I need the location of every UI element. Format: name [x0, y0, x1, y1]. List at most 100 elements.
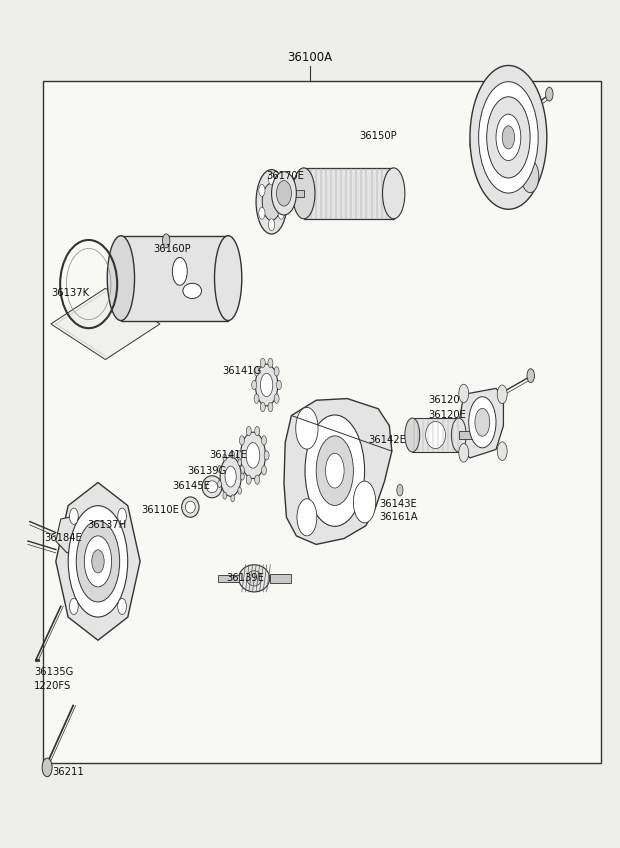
Ellipse shape: [502, 126, 515, 149]
Ellipse shape: [172, 258, 187, 285]
Ellipse shape: [277, 381, 281, 389]
Bar: [218, 575, 239, 582]
Ellipse shape: [246, 475, 251, 484]
Ellipse shape: [475, 409, 490, 436]
Ellipse shape: [260, 359, 265, 367]
Ellipse shape: [202, 476, 222, 498]
Ellipse shape: [278, 184, 285, 197]
Polygon shape: [470, 117, 485, 157]
Ellipse shape: [297, 499, 317, 536]
Text: 36120: 36120: [428, 395, 459, 405]
Ellipse shape: [239, 436, 244, 445]
Ellipse shape: [241, 473, 244, 480]
Ellipse shape: [527, 369, 534, 382]
Ellipse shape: [326, 453, 344, 488]
Ellipse shape: [183, 283, 202, 298]
Text: 36211: 36211: [53, 767, 84, 777]
Polygon shape: [56, 516, 82, 553]
Ellipse shape: [206, 481, 218, 493]
Ellipse shape: [497, 442, 507, 460]
Ellipse shape: [479, 81, 538, 193]
Text: 36161A: 36161A: [379, 512, 418, 522]
Ellipse shape: [268, 173, 275, 185]
Ellipse shape: [254, 366, 259, 376]
Bar: [43, 81, 601, 763]
Ellipse shape: [316, 436, 353, 505]
Ellipse shape: [255, 475, 260, 484]
Polygon shape: [518, 148, 539, 173]
Ellipse shape: [238, 459, 242, 466]
Bar: [278, 190, 304, 197]
Text: 36135G: 36135G: [34, 667, 74, 677]
Ellipse shape: [255, 364, 278, 406]
Text: 36184E: 36184E: [45, 533, 82, 544]
Ellipse shape: [268, 403, 273, 411]
Ellipse shape: [241, 432, 265, 478]
Ellipse shape: [487, 97, 530, 178]
Ellipse shape: [496, 114, 521, 160]
Ellipse shape: [469, 397, 496, 448]
Text: 36170E: 36170E: [267, 170, 304, 181]
Ellipse shape: [383, 168, 405, 219]
Text: 36141G: 36141G: [222, 366, 262, 377]
Ellipse shape: [268, 219, 275, 231]
Ellipse shape: [254, 394, 259, 404]
Ellipse shape: [69, 599, 78, 615]
Text: 36143E: 36143E: [379, 499, 417, 509]
Ellipse shape: [218, 466, 221, 472]
Ellipse shape: [231, 451, 234, 459]
Ellipse shape: [497, 385, 507, 404]
Ellipse shape: [305, 415, 365, 527]
Ellipse shape: [255, 427, 260, 436]
Ellipse shape: [223, 454, 227, 461]
Text: 1220FS: 1220FS: [34, 681, 71, 691]
Bar: [459, 431, 485, 439]
Ellipse shape: [262, 466, 267, 475]
Ellipse shape: [218, 481, 221, 488]
Ellipse shape: [470, 65, 547, 209]
Text: 36142E: 36142E: [368, 435, 406, 445]
Ellipse shape: [260, 403, 265, 411]
Ellipse shape: [459, 384, 469, 403]
Text: 36110E: 36110E: [141, 505, 179, 516]
Ellipse shape: [239, 565, 270, 592]
Ellipse shape: [68, 505, 128, 617]
Ellipse shape: [425, 421, 445, 449]
Ellipse shape: [278, 208, 285, 220]
Ellipse shape: [259, 184, 265, 197]
Ellipse shape: [42, 758, 52, 777]
Bar: [270, 574, 291, 583]
Ellipse shape: [272, 171, 296, 215]
Ellipse shape: [274, 394, 279, 404]
Ellipse shape: [185, 501, 195, 513]
Ellipse shape: [264, 451, 269, 460]
Ellipse shape: [521, 160, 539, 192]
Polygon shape: [459, 388, 503, 458]
Ellipse shape: [252, 381, 257, 389]
Text: 36120E: 36120E: [428, 410, 466, 420]
Ellipse shape: [225, 466, 236, 487]
Ellipse shape: [182, 497, 199, 517]
Ellipse shape: [223, 492, 227, 499]
Ellipse shape: [256, 170, 287, 234]
Ellipse shape: [84, 536, 112, 587]
Ellipse shape: [246, 427, 251, 436]
Text: 36137K: 36137K: [51, 287, 89, 298]
Ellipse shape: [215, 236, 242, 321]
Ellipse shape: [118, 599, 126, 615]
Ellipse shape: [260, 373, 273, 397]
Ellipse shape: [262, 183, 281, 220]
Ellipse shape: [107, 236, 135, 321]
Ellipse shape: [247, 571, 262, 586]
Ellipse shape: [239, 466, 244, 475]
Bar: [304, 168, 394, 219]
Ellipse shape: [451, 418, 466, 452]
Ellipse shape: [118, 508, 126, 524]
Ellipse shape: [237, 451, 242, 460]
Text: 36100A: 36100A: [288, 51, 332, 64]
Text: 36139E: 36139E: [226, 573, 264, 583]
Polygon shape: [284, 399, 392, 544]
Ellipse shape: [397, 484, 403, 496]
Ellipse shape: [459, 444, 469, 462]
Ellipse shape: [259, 207, 265, 219]
